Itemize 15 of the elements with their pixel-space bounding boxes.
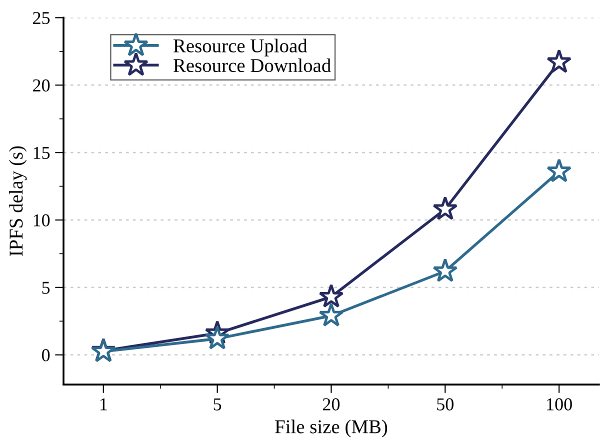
y-tick-label: 10 — [34, 214, 50, 226]
x-tick-label: 100 — [547, 398, 572, 410]
y-axis-title: IPFS delay (s) — [9, 146, 27, 256]
x-axis-title: File size (MB) — [275, 420, 388, 438]
y-tick-label: 0 — [42, 349, 50, 362]
x-tick-label: 20 — [323, 398, 340, 410]
x-tick-label: 5 — [214, 398, 222, 410]
y-tick-label: 20 — [33, 79, 50, 92]
x-tick-label: 1 — [100, 398, 107, 410]
y-tick-label: 25 — [33, 12, 50, 24]
x-tick-label: 50 — [437, 398, 454, 410]
y-tick-label: 5 — [42, 282, 50, 294]
y-tick-label: 15 — [34, 146, 50, 159]
legend-label: Resource Download — [174, 58, 331, 72]
legend-label: Resource Upload — [174, 38, 308, 56]
